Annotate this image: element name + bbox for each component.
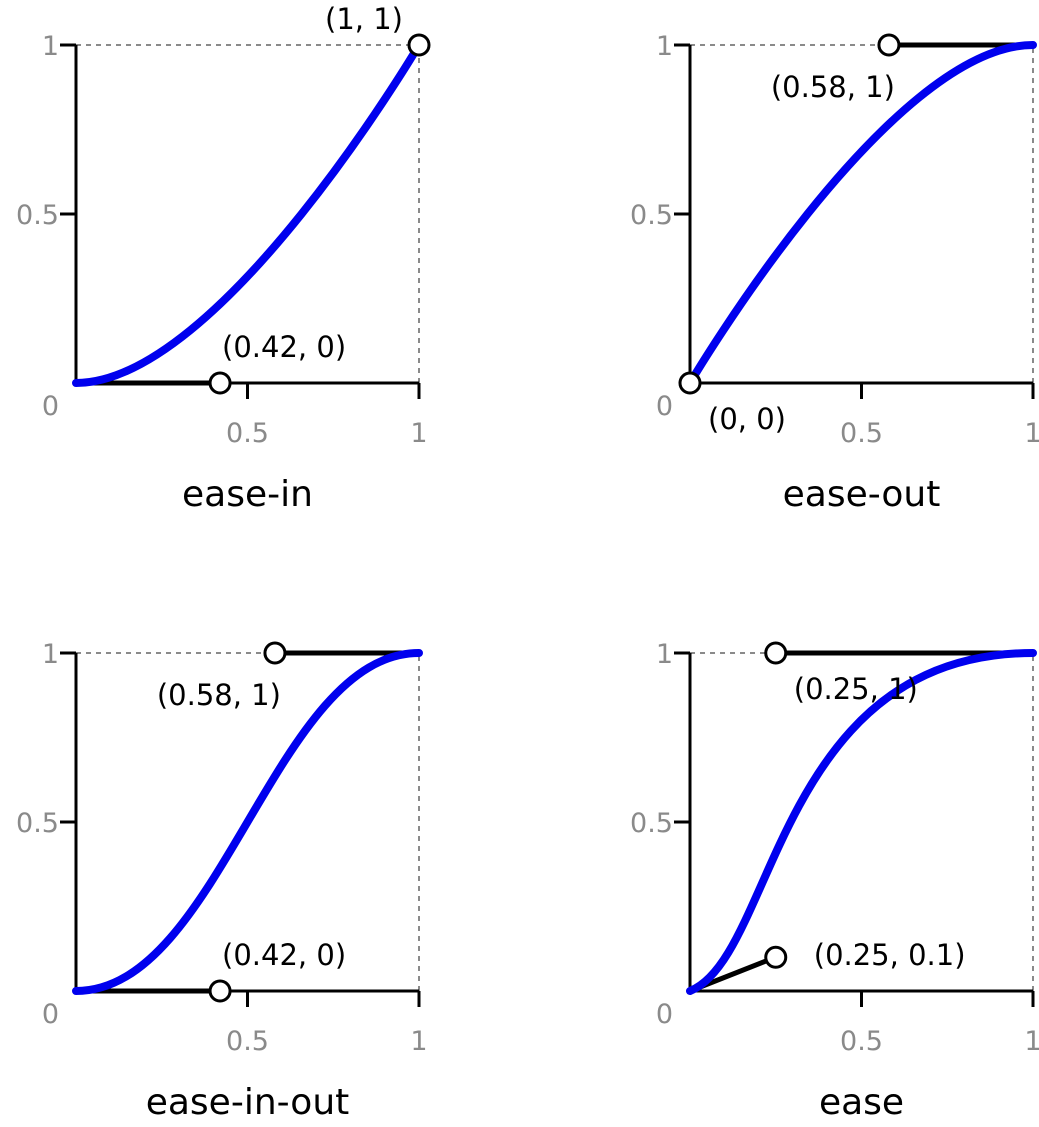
- x-tick-label: 0.5: [226, 418, 269, 449]
- control-point-label: (0.25, 0.1): [814, 938, 966, 972]
- control-point-marker: [877, 33, 901, 57]
- y-tick-label: 1: [656, 31, 673, 62]
- panel-title: ease-out: [783, 474, 941, 515]
- y-tick-label: 1: [42, 31, 59, 62]
- easing-curve: [72, 649, 423, 995]
- panel-title: ease-in-out: [146, 1082, 350, 1123]
- chart-panel-ease: 0 0.5 1 0.5 1 (0.25, 0.1) (0.25, 1) ease: [630, 639, 1039, 1123]
- y-tick-label: 0: [656, 999, 673, 1030]
- y-tick-label: 0.5: [630, 808, 673, 839]
- x-tick-label: 1: [1024, 418, 1039, 449]
- control-point-label: (0.58, 1): [771, 70, 895, 104]
- control-point-marker: [263, 641, 287, 665]
- control-point-label: (0.42, 0): [222, 330, 346, 364]
- y-tick-label: 0.5: [16, 200, 59, 231]
- easing-curve: [686, 649, 1037, 995]
- x-tick-label: 0.5: [226, 1026, 269, 1057]
- y-tick-label: 0: [656, 391, 673, 422]
- control-point-marker: [208, 979, 232, 1003]
- control-point-label: (0.58, 1): [157, 678, 281, 712]
- chart-panel-ease-out: 0 0.5 1 0.5 1 (0, 0) (0.58, 1) ease-out: [630, 31, 1039, 515]
- control-point-marker: [764, 641, 788, 665]
- panel-title: ease-in: [182, 474, 313, 515]
- x-tick-label: 0.5: [840, 1026, 883, 1057]
- y-tick-label: 1: [656, 639, 673, 670]
- easing-curve: [72, 41, 423, 387]
- easing-curve: [686, 41, 1037, 387]
- control-point-marker: [407, 33, 431, 57]
- control-point-label: (0, 0): [708, 402, 786, 436]
- control-point-marker: [764, 945, 788, 969]
- control-point-marker: [678, 371, 702, 395]
- y-tick-label: 0.5: [16, 808, 59, 839]
- control-point-label: (1, 1): [325, 2, 403, 36]
- y-tick-label: 0: [42, 391, 59, 422]
- y-tick-label: 0: [42, 999, 59, 1030]
- x-tick-label: 1: [1024, 1026, 1039, 1057]
- x-tick-label: 0.5: [840, 418, 883, 449]
- chart-panel-ease-in-out: 0 0.5 1 0.5 1 (0.42, 0) (0.58, 1) ease-in-out: [16, 639, 428, 1123]
- control-point-label: (0.25, 1): [794, 672, 918, 706]
- y-tick-label: 0.5: [630, 200, 673, 231]
- y-tick-label: 1: [42, 639, 59, 670]
- chart-panel-ease-in: 0 0.5 1 0.5 1 (0.42, 0) (1, 1) ease-in: [16, 2, 431, 515]
- control-point-label: (0.42, 0): [222, 938, 346, 972]
- control-point-marker: [208, 371, 232, 395]
- x-tick-label: 1: [410, 418, 427, 449]
- x-tick-label: 1: [410, 1026, 427, 1057]
- panel-title: ease: [819, 1082, 904, 1123]
